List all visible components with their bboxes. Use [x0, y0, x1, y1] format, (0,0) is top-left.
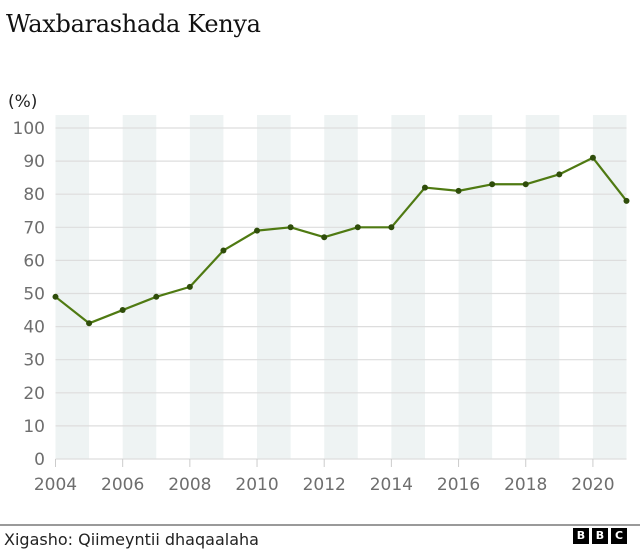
data-point — [153, 293, 160, 300]
year-bands — [55, 115, 627, 459]
data-point — [254, 227, 261, 234]
series-line — [54, 156, 628, 325]
y-tick-label: 50 — [23, 285, 45, 305]
data-point — [388, 224, 395, 231]
y-tick-label: 100 — [13, 119, 45, 139]
data-point — [86, 320, 93, 327]
data-point-markers — [52, 154, 630, 327]
data-point — [119, 307, 126, 314]
data-point — [287, 224, 294, 231]
x-tick-label: 2018 — [504, 475, 547, 495]
y-tick-label: 60 — [23, 251, 45, 271]
x-tick-label: 2016 — [437, 475, 480, 495]
x-tick-label: 2008 — [168, 475, 211, 495]
y-tick-label: 80 — [23, 185, 45, 205]
y-tick-label: 20 — [23, 384, 45, 404]
data-point — [52, 293, 59, 300]
year-band — [458, 115, 493, 459]
data-point — [522, 181, 529, 188]
x-tick-label: 2004 — [34, 475, 77, 495]
x-axis-ticks: 2004 2006 2008 2010 2012 2014 2016 2018 2020 — [34, 459, 615, 495]
y-tick-label: 70 — [23, 218, 45, 238]
data-point — [589, 154, 596, 161]
bbc-logo: B B C — [573, 528, 627, 544]
x-tick-label: 2020 — [571, 475, 614, 495]
bbc-logo-letter: B — [592, 528, 608, 544]
year-band — [55, 115, 90, 459]
y-tick-label: 30 — [23, 351, 45, 371]
data-point — [186, 283, 193, 290]
year-band — [189, 115, 224, 459]
chart-title: Waxbarashada Kenya — [6, 10, 261, 38]
data-point — [489, 181, 496, 188]
y-tick-label: 40 — [23, 318, 45, 338]
year-band — [257, 115, 291, 459]
x-tick-label: 2010 — [235, 475, 278, 495]
x-tick-label: 2014 — [370, 475, 413, 495]
footer-divider — [0, 524, 640, 526]
year-band — [122, 115, 157, 459]
data-point — [354, 224, 361, 231]
y-axis-unit-label: (%) — [8, 92, 38, 112]
y-tick-label: 0 — [34, 450, 45, 470]
year-band — [525, 115, 560, 459]
year-band — [391, 115, 425, 459]
x-tick-label: 2006 — [101, 475, 144, 495]
x-tick-label: 2012 — [303, 475, 346, 495]
bbc-logo-letter: B — [573, 528, 589, 544]
year-band — [592, 115, 627, 459]
data-point — [556, 171, 563, 178]
data-point — [220, 247, 227, 254]
data-point — [321, 234, 328, 241]
gridlines — [55, 127, 627, 460]
y-tick-label: 10 — [23, 417, 45, 437]
source-note: Xigasho: Qiimeyntii dhaqaalaha — [4, 530, 259, 549]
y-axis-ticks: 0 10 20 30 40 50 60 70 80 90 100 — [13, 119, 45, 470]
bbc-logo-letter: C — [611, 528, 627, 544]
year-band — [324, 115, 358, 459]
y-tick-label: 90 — [23, 152, 45, 172]
data-point — [623, 197, 630, 204]
data-point — [421, 184, 428, 191]
data-point — [455, 187, 462, 194]
